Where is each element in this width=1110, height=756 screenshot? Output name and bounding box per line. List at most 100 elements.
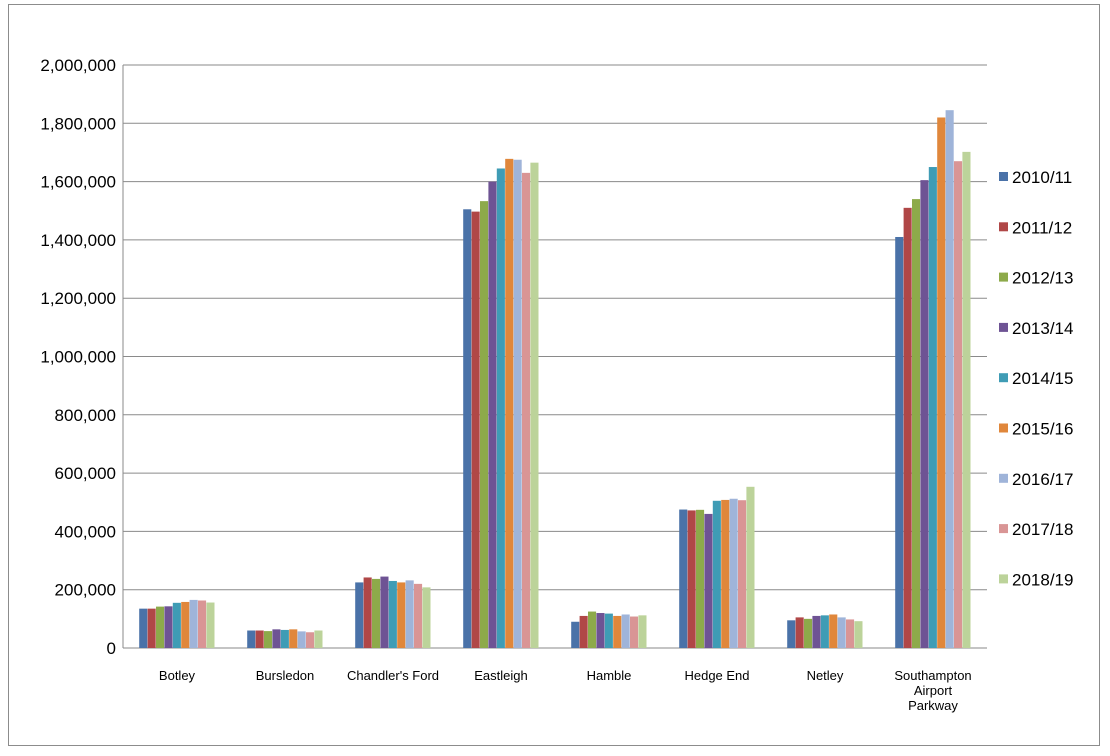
bar	[264, 631, 273, 648]
x-category-label: Bursledon	[256, 668, 315, 683]
legend-label: 2016/17	[1012, 470, 1073, 489]
bar	[621, 614, 630, 648]
x-category-label: Southampton	[894, 668, 971, 683]
bar	[679, 509, 688, 648]
x-axis: Botley Bursledon Chandler's Ford Eastleigh H…	[159, 668, 972, 713]
bar	[164, 606, 173, 648]
bar	[522, 172, 531, 649]
bar	[812, 615, 821, 648]
bar	[471, 211, 480, 648]
bar	[696, 509, 705, 648]
bar	[903, 207, 912, 648]
bar	[729, 498, 738, 648]
bar	[422, 587, 431, 648]
bar	[804, 618, 813, 648]
bar	[280, 629, 289, 648]
bar	[380, 576, 389, 648]
bar	[579, 615, 588, 648]
bar	[954, 161, 963, 648]
bar	[945, 110, 954, 649]
legend-swatch	[999, 172, 1008, 181]
bar	[962, 151, 971, 648]
bar	[738, 500, 747, 648]
x-category-label: Hamble	[587, 668, 632, 683]
y-tick-label: 800,000	[55, 406, 116, 425]
legend-swatch	[999, 574, 1008, 584]
legend-swatch	[999, 373, 1008, 383]
bar	[306, 632, 315, 648]
bar	[488, 181, 497, 648]
legend-swatch	[999, 423, 1008, 433]
bar	[712, 500, 721, 648]
bar	[255, 630, 264, 648]
legend-label: 2018/19	[1012, 570, 1073, 589]
x-category-label: Eastleigh	[474, 668, 527, 683]
bar	[829, 614, 838, 648]
bar	[746, 486, 755, 648]
bar	[314, 630, 323, 648]
bar	[912, 199, 921, 648]
x-category-label: Chandler's Ford	[347, 668, 439, 683]
bar	[787, 620, 796, 648]
y-tick-label: 0	[107, 639, 116, 658]
bar	[820, 615, 829, 648]
bar	[139, 608, 148, 648]
bar	[463, 209, 472, 649]
bar	[588, 611, 597, 648]
bar	[687, 510, 696, 648]
bar	[895, 236, 904, 649]
bar	[156, 606, 165, 648]
y-tick-label: 1,800,000	[40, 114, 116, 133]
bar	[372, 578, 381, 648]
bar	[596, 613, 605, 648]
legend-label: 2015/16	[1012, 420, 1073, 439]
y-tick-label: 1,400,000	[40, 231, 116, 250]
bar	[363, 577, 372, 648]
bar	[181, 601, 190, 648]
y-tick-label: 1,600,000	[40, 173, 116, 192]
bar	[630, 616, 639, 648]
legend-label: 2013/14	[1012, 319, 1073, 338]
legend-label: 2017/18	[1012, 520, 1073, 539]
bar	[355, 582, 364, 648]
bar	[530, 162, 539, 648]
legend-swatch	[999, 473, 1008, 483]
bar	[937, 117, 946, 649]
bar	[247, 630, 256, 648]
y-tick-label: 400,000	[55, 522, 116, 541]
x-category-label: Hedge End	[684, 668, 749, 683]
x-category-label: Netley	[807, 668, 844, 683]
y-tick-label: 2,000,000	[40, 56, 116, 75]
bar	[198, 600, 207, 648]
bar	[837, 617, 846, 648]
y-tick-label: 200,000	[55, 581, 116, 600]
x-category-label: Botley	[159, 668, 196, 683]
bar	[147, 608, 156, 648]
bar	[704, 513, 713, 648]
y-axis: 0 200,000 400,000 600,000 800,000 1,000,000 1,…	[40, 56, 124, 658]
y-tick-label: 600,000	[55, 464, 116, 483]
bar	[513, 159, 522, 649]
y-tick-label: 1,000,000	[40, 348, 116, 367]
gridlines	[123, 64, 987, 649]
bar	[272, 629, 281, 648]
bar	[388, 580, 397, 648]
chart-frame: 0 200,000 400,000 600,000 800,000 1,000,000 1,…	[8, 4, 1100, 746]
legend-label: 2011/12	[1012, 218, 1072, 237]
bar	[928, 167, 937, 648]
bar	[496, 168, 505, 649]
bar	[397, 582, 406, 648]
bar	[480, 201, 489, 648]
bar	[604, 613, 613, 648]
legend-swatch	[999, 222, 1008, 232]
legend-label: 2014/15	[1012, 369, 1073, 388]
bar	[571, 621, 580, 648]
bar	[189, 599, 198, 648]
legend-swatch	[999, 524, 1008, 534]
legend-swatch	[999, 272, 1008, 282]
bars	[139, 110, 971, 649]
legend-label: 2012/13	[1012, 269, 1073, 288]
bar	[206, 602, 215, 648]
bar	[721, 499, 730, 648]
y-tick-label: 1,200,000	[40, 289, 116, 308]
